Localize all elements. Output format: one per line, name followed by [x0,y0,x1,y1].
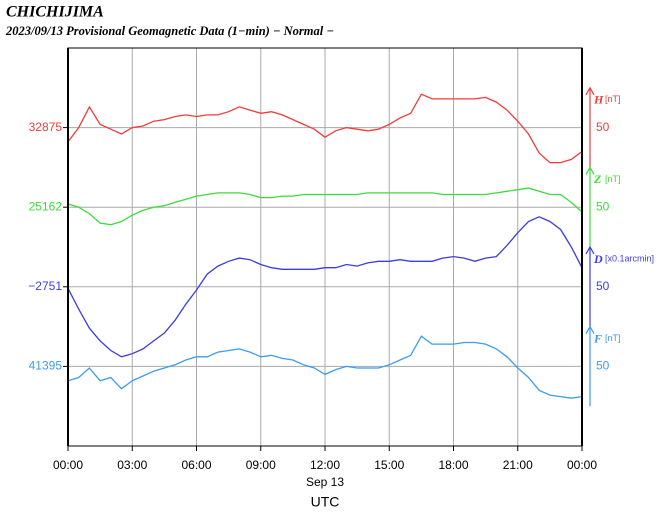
data-line [67,187,583,226]
scale-arrowhead [585,245,595,255]
legend-unit: [nT] [605,94,621,104]
legend-unit: [nT] [605,174,621,184]
x-tick-label: 18:00 [438,458,468,472]
scale-arrowhead [585,166,595,175]
x-tick-label: 21:00 [503,458,533,472]
x-tick-label: 03:00 [117,458,147,472]
legend-name: D [593,252,603,266]
data-line [67,216,583,358]
legend-unit: [nT] [605,333,621,343]
data-line [67,93,583,164]
x-tick-label: 09:00 [246,458,276,472]
x-date-label: Sep 13 [306,475,344,489]
scale-label: 50 [596,359,610,373]
x-tick-label: 00:00 [53,458,83,472]
y-tick-label: −2751 [28,279,62,293]
legend-name: F [593,331,602,345]
chart-subtitle: 2023/09/13 Provisional Geomagnetic Data … [5,24,334,38]
scale-label: 50 [596,199,610,213]
scale-arrowhead [585,325,595,334]
data-line [67,335,583,399]
legend-name: Z [593,172,602,186]
scale-label: 50 [596,279,610,293]
y-tick-label: 41395 [29,359,63,373]
chart-title: CHICHIJIMA [6,4,104,21]
x-tick-label: 12:00 [310,458,340,472]
legend-name: H [593,93,604,107]
scale-arrowhead [585,86,595,96]
x-tick-label: 15:00 [374,458,404,472]
x-tick-label: 00:00 [567,458,597,472]
y-tick-label: 25162 [29,199,63,213]
x-tick-label: 06:00 [181,458,211,472]
scale-label: 50 [596,120,610,134]
legend-unit: [x0.1arcmin] [605,253,654,263]
y-tick-label: 32875 [29,120,63,134]
x-axis-title: UTC [311,494,340,510]
